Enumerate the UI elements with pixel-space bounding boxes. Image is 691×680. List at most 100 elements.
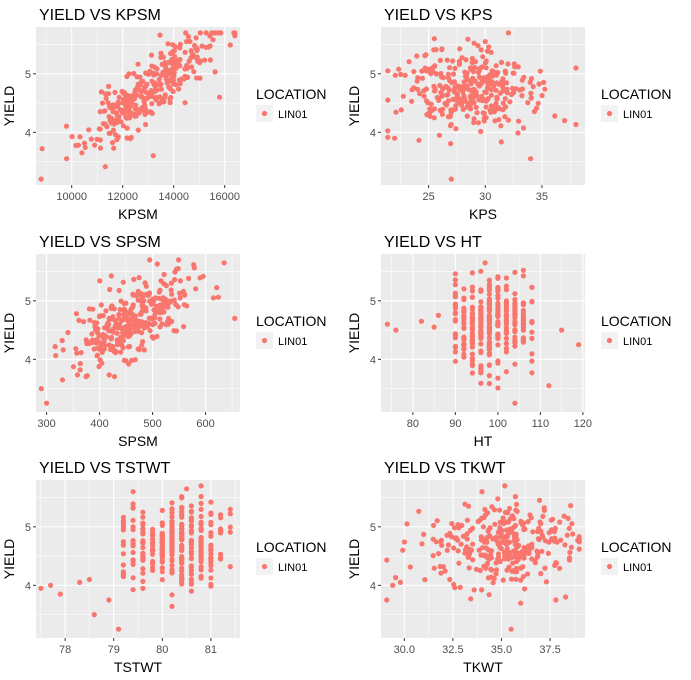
data-point	[197, 30, 203, 36]
data-point	[179, 560, 185, 566]
data-point	[447, 113, 453, 119]
data-point	[542, 565, 548, 571]
data-point	[176, 86, 182, 92]
data-point	[471, 100, 477, 106]
data-point	[184, 486, 190, 492]
data-point	[130, 489, 136, 495]
data-point	[175, 60, 181, 66]
data-point	[167, 100, 173, 106]
data-point	[469, 370, 475, 376]
data-point	[151, 298, 157, 304]
data-point	[98, 89, 104, 95]
y-tick-label: 4	[25, 127, 31, 139]
data-point	[509, 513, 516, 519]
data-point	[139, 299, 146, 305]
data-point	[140, 522, 146, 528]
points-group	[385, 30, 579, 182]
data-point	[147, 257, 153, 263]
data-point	[188, 545, 194, 551]
data-point	[510, 560, 516, 566]
data-point	[486, 331, 492, 337]
data-point	[106, 83, 112, 89]
data-point	[198, 539, 204, 545]
data-point	[539, 548, 545, 555]
data-point	[478, 363, 484, 369]
data-point	[150, 526, 156, 532]
data-point	[159, 522, 165, 529]
data-point	[159, 531, 165, 537]
data-point	[214, 285, 220, 291]
data-point	[188, 55, 194, 61]
data-point	[534, 548, 540, 554]
data-point	[203, 30, 209, 36]
data-point	[503, 283, 509, 289]
data-point	[529, 556, 535, 562]
data-point	[493, 87, 499, 93]
data-point	[212, 69, 218, 75]
data-point	[140, 531, 146, 537]
data-point	[444, 57, 450, 63]
data-point	[81, 319, 87, 325]
data-point	[218, 556, 224, 562]
data-point	[385, 68, 391, 74]
data-point	[503, 312, 509, 318]
data-point	[440, 564, 446, 570]
data-point	[179, 512, 185, 518]
data-point	[564, 532, 570, 538]
data-point	[480, 524, 486, 530]
data-point	[130, 587, 136, 593]
data-point	[486, 283, 492, 289]
data-point	[508, 526, 514, 533]
data-point	[504, 90, 510, 96]
data-point	[541, 79, 547, 85]
data-point	[112, 132, 119, 138]
y-axis-label: YIELD	[1, 313, 17, 353]
data-point	[156, 309, 162, 315]
data-point	[159, 565, 165, 571]
data-point	[141, 347, 147, 353]
data-point	[458, 541, 464, 547]
data-point	[385, 134, 391, 140]
data-point	[416, 508, 422, 514]
data-point	[508, 626, 514, 632]
data-point	[208, 511, 214, 517]
data-point	[509, 576, 515, 582]
data-point	[217, 94, 223, 100]
data-point	[528, 95, 534, 101]
data-point	[169, 520, 175, 526]
data-point	[179, 494, 185, 500]
data-point	[171, 328, 177, 334]
data-point	[462, 73, 469, 79]
data-point	[163, 64, 169, 70]
data-point	[148, 52, 155, 58]
chart-panel-1: 10000 12000 14000 16000 4 5 YIELD VS KPSM KPSM Y…	[1, 7, 327, 222]
data-point	[193, 286, 199, 292]
x-tick-label: 400	[90, 418, 108, 430]
data-point	[452, 277, 458, 283]
data-point	[194, 54, 200, 60]
data-point	[503, 305, 509, 311]
data-point	[503, 341, 509, 347]
data-point	[227, 524, 233, 530]
data-point	[392, 135, 398, 141]
data-point	[142, 111, 148, 117]
data-point	[169, 75, 175, 81]
data-point	[120, 307, 126, 313]
data-point	[479, 587, 485, 593]
data-point	[390, 582, 396, 588]
data-point	[168, 280, 174, 286]
data-point	[120, 514, 126, 521]
data-point	[469, 294, 475, 300]
data-point	[188, 64, 195, 70]
data-point	[480, 545, 486, 551]
data-point	[138, 79, 144, 85]
data-point	[482, 260, 488, 266]
legend-entry: LIN01	[278, 562, 307, 574]
data-point	[396, 66, 402, 72]
data-point	[520, 522, 526, 528]
data-point	[464, 536, 470, 542]
data-point	[176, 257, 182, 263]
data-point	[65, 329, 71, 336]
data-point	[421, 531, 427, 538]
x-tick-label: 81	[205, 644, 217, 656]
